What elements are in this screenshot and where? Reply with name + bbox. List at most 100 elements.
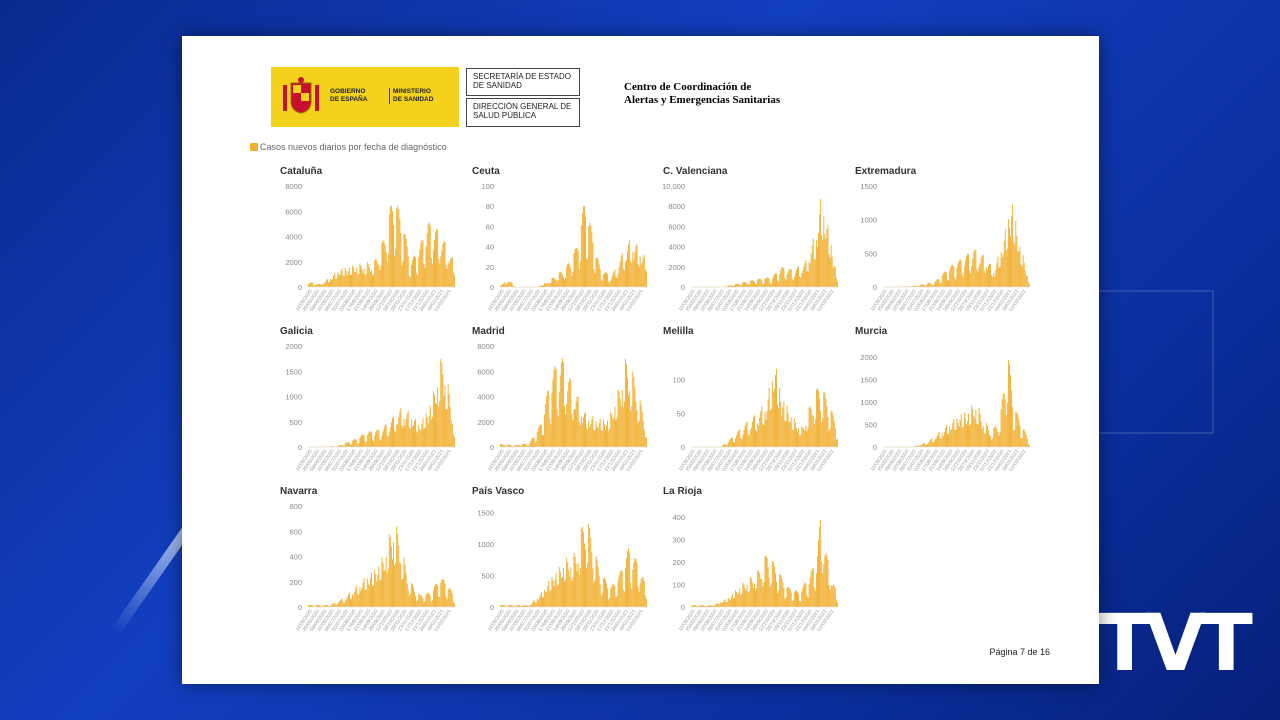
bar [763, 283, 765, 287]
bar [408, 275, 410, 287]
bar [437, 230, 439, 287]
bar [567, 263, 569, 287]
bar [929, 440, 931, 447]
bar [730, 437, 732, 447]
bar [589, 427, 591, 447]
bar [553, 278, 555, 287]
bar [1028, 445, 1030, 447]
bar [745, 282, 747, 287]
bar [991, 440, 993, 447]
bar [731, 593, 733, 607]
bar [509, 444, 511, 447]
bar [754, 415, 755, 447]
bar [440, 582, 442, 607]
bar [985, 423, 987, 447]
bar [759, 278, 761, 287]
bar [954, 277, 956, 287]
bar [951, 428, 953, 447]
bar [405, 573, 407, 607]
bar [356, 584, 358, 607]
bar [807, 271, 809, 287]
bar [631, 588, 633, 607]
bar [986, 269, 988, 287]
bar [830, 244, 832, 287]
bar [377, 429, 379, 447]
y-tick-label: 2000 [477, 418, 494, 427]
bar [376, 430, 378, 447]
bar [326, 605, 328, 607]
bar [602, 275, 604, 287]
bar [308, 605, 309, 607]
bar [431, 416, 433, 447]
bar [813, 258, 815, 287]
bar [641, 412, 643, 447]
bar [729, 285, 731, 287]
bar [995, 427, 997, 447]
bar [557, 416, 559, 447]
bar [637, 264, 639, 287]
bar [617, 580, 619, 607]
bar [339, 600, 341, 607]
bar [803, 266, 805, 287]
bar [514, 605, 516, 607]
bar [571, 580, 573, 607]
bar [825, 552, 827, 607]
y-tick-label: 8000 [285, 182, 302, 191]
bar [341, 598, 343, 607]
bar [539, 594, 541, 607]
bar [917, 446, 919, 447]
bar [1015, 412, 1017, 447]
bar [449, 259, 451, 287]
bar [633, 259, 635, 287]
bar [770, 583, 772, 607]
bar [425, 594, 427, 607]
bar [586, 258, 588, 287]
bar [994, 426, 996, 447]
bar [932, 441, 934, 447]
bar [739, 588, 741, 607]
bar [417, 600, 419, 607]
bar [569, 264, 571, 287]
bar [383, 570, 385, 607]
bar [374, 435, 376, 447]
chart-svg: 0200040006000800011/05/202025/05/202008/… [285, 182, 455, 313]
bar [320, 606, 322, 607]
bar [577, 250, 579, 287]
bar [608, 281, 610, 287]
bar [808, 261, 810, 287]
bar [754, 281, 755, 287]
bar [597, 566, 599, 607]
bar [418, 594, 420, 607]
bar [359, 586, 361, 607]
bar [977, 423, 979, 447]
bar [792, 600, 794, 607]
bar [598, 422, 600, 447]
bar [917, 286, 919, 287]
bar [778, 590, 780, 607]
bar [821, 561, 823, 607]
bar [422, 240, 424, 287]
bar [407, 589, 409, 607]
bar [384, 570, 386, 607]
bar [405, 238, 407, 287]
bar [1009, 227, 1010, 287]
bar [960, 414, 962, 447]
bar [308, 284, 309, 287]
bar [534, 442, 536, 447]
bar [553, 586, 555, 607]
bar [347, 271, 349, 287]
bar [992, 438, 994, 447]
y-tick-label: 4000 [668, 243, 685, 252]
bar [729, 438, 731, 447]
bar [1010, 236, 1011, 287]
y-tick-label: 100 [481, 182, 494, 191]
y-tick-label: 20 [486, 263, 494, 272]
bar [812, 415, 814, 447]
bar [339, 275, 341, 287]
bar [395, 562, 397, 607]
bar [411, 260, 413, 287]
bar [717, 602, 719, 607]
chart-panel-pais-vasco: País Vasco 0 500 1000 1500 11/05/2020 25/05/20… [472, 486, 652, 636]
bar [770, 283, 772, 287]
bar [721, 445, 723, 447]
